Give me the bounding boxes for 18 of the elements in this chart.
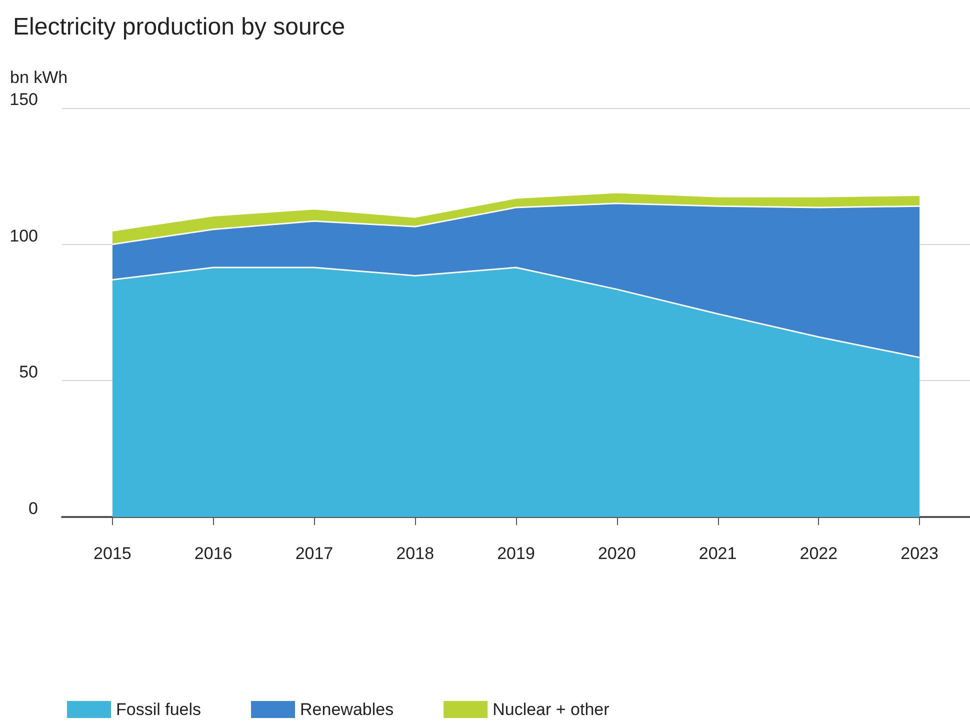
y-axis-title: bn kWh xyxy=(10,68,68,87)
x-tick-label: 2017 xyxy=(295,544,334,563)
y-tick-label: 50 xyxy=(19,362,38,382)
x-tick-label: 2021 xyxy=(698,544,737,563)
legend-label: Fossil fuels xyxy=(116,700,202,719)
x-tick-label: 2023 xyxy=(900,544,938,563)
legend-label: Renewables xyxy=(300,700,394,719)
x-tick-label: 2022 xyxy=(800,544,838,563)
x-tick-label: 2020 xyxy=(598,544,636,563)
x-tick-label: 2015 xyxy=(94,544,132,563)
y-tick-label: 100 xyxy=(10,226,38,246)
y-tick-label: 150 xyxy=(10,90,38,109)
x-tick-label: 2018 xyxy=(396,544,434,563)
y-tick-label: 0 xyxy=(28,499,38,518)
x-tick-label: 2019 xyxy=(497,544,535,563)
chart-title: Electricity production by source xyxy=(13,14,346,40)
legend-label: Nuclear + other xyxy=(492,700,610,719)
x-tick-label: 2016 xyxy=(194,544,232,563)
